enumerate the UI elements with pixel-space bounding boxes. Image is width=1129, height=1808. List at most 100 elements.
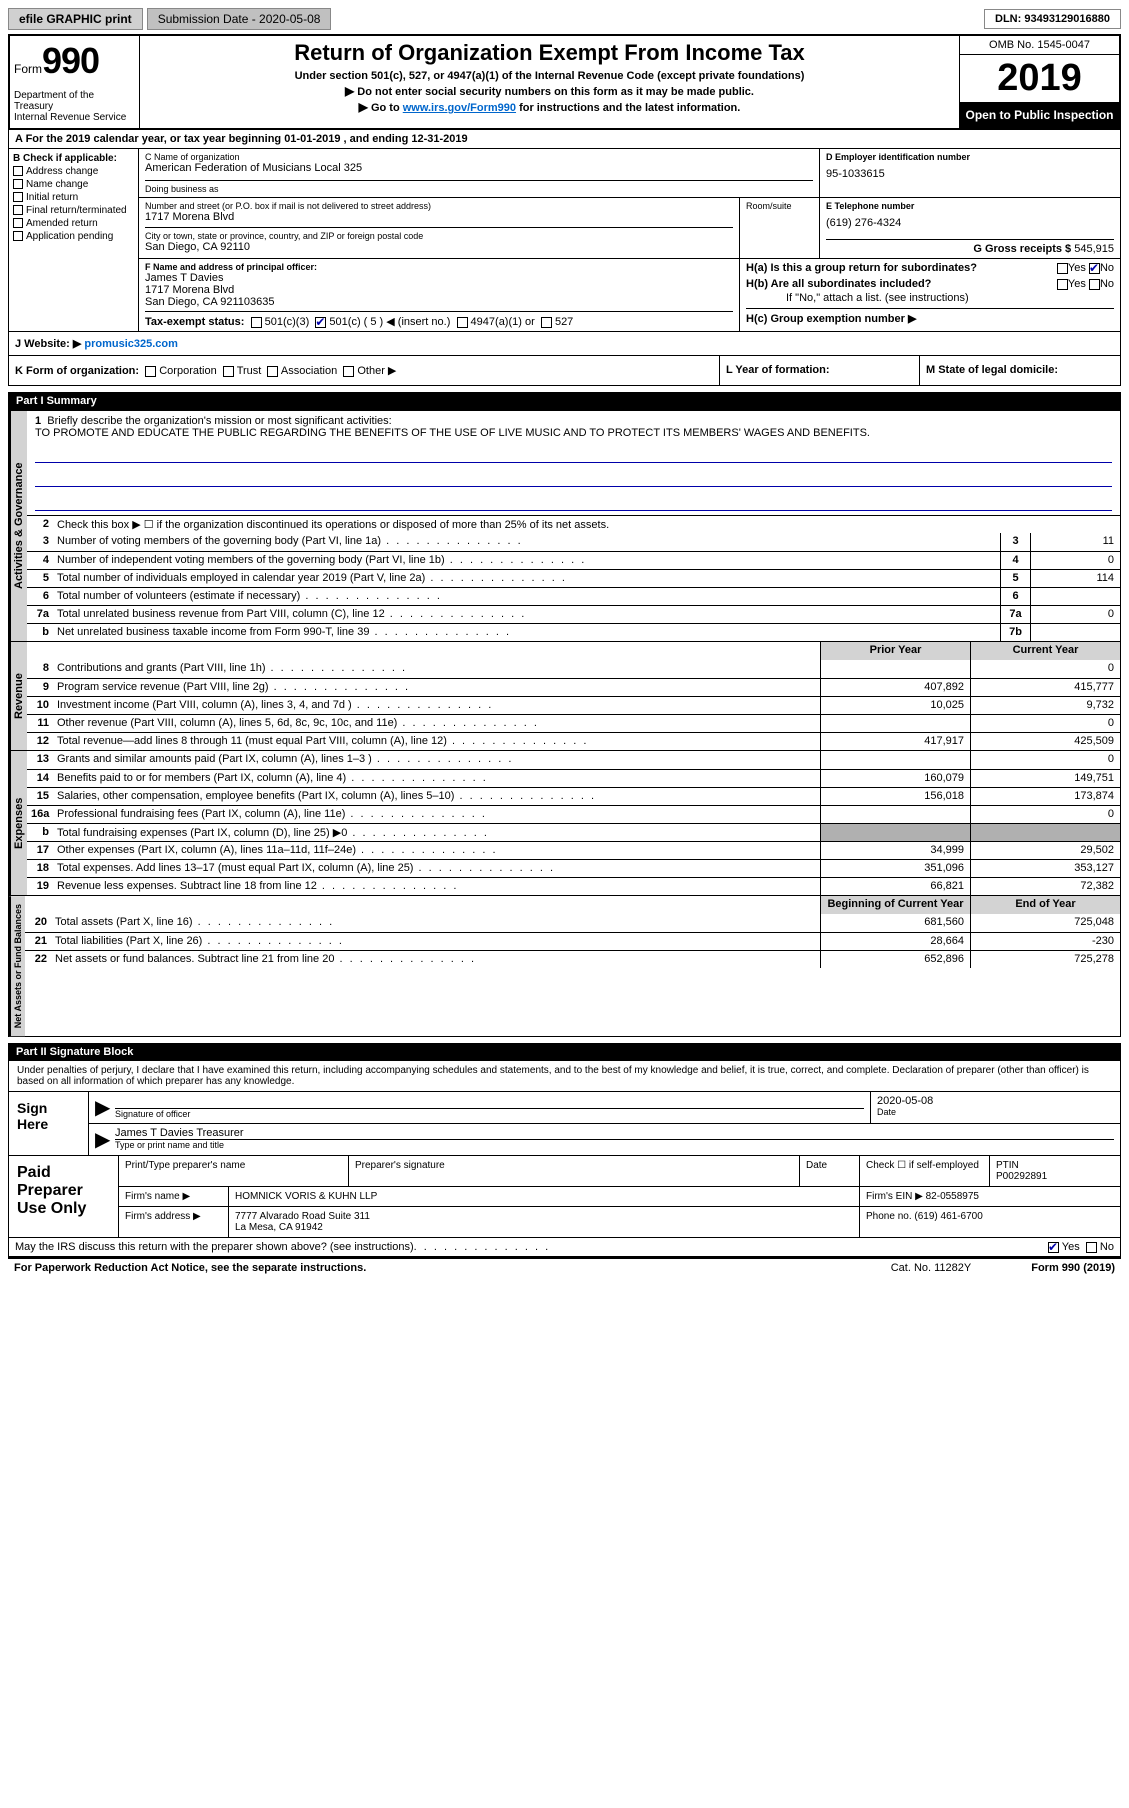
hb-note: If "No," attach a list. (see instruction… (746, 292, 1114, 304)
subtitle-2: ▶ Do not enter social security numbers o… (148, 84, 951, 98)
officer-name: James T Davies (145, 272, 733, 284)
vtab-expenses: Expenses (9, 751, 27, 895)
firm-ein: 82-0558975 (926, 1191, 979, 1202)
room-label: Room/suite (746, 201, 813, 211)
rev-row-11: 11Other revenue (Part VIII, column (A), … (27, 714, 1120, 732)
paid-preparer-label: Paid Preparer Use Only (9, 1156, 119, 1237)
form-org-2[interactable]: Association (261, 365, 337, 377)
firm-name-label: Firm's name ▶ (119, 1187, 229, 1206)
checkbox-name-change[interactable]: Name change (13, 179, 134, 190)
form-org-3[interactable]: Other ▶ (337, 365, 396, 377)
prep-name-label: Print/Type preparer's name (119, 1156, 349, 1186)
checkbox-initial-return[interactable]: Initial return (13, 192, 134, 203)
sign-here-label: Sign Here (9, 1092, 89, 1155)
paperwork-notice: For Paperwork Reduction Act Notice, see … (14, 1262, 366, 1274)
prep-date-label: Date (800, 1156, 860, 1186)
vtab-governance: Activities & Governance (9, 411, 27, 641)
col-current-year: Current Year (970, 642, 1120, 660)
checkbox-address-change[interactable]: Address change (13, 166, 134, 177)
net-row-20: 20Total assets (Part X, line 16)681,5607… (25, 914, 1120, 932)
discuss-no[interactable] (1086, 1242, 1097, 1253)
tax-exempt-label: Tax-exempt status: (145, 316, 244, 328)
col-begin-year: Beginning of Current Year (820, 896, 970, 914)
q2-label: Check this box ▶ ☐ if the organization d… (53, 516, 1120, 533)
rev-row-10: 10Investment income (Part VIII, column (… (27, 696, 1120, 714)
subtitle-1: Under section 501(c), 527, or 4947(a)(1)… (148, 70, 951, 82)
officer-addr2: San Diego, CA 921103635 (145, 296, 733, 308)
exp-row-14: 14Benefits paid to or for members (Part … (27, 769, 1120, 787)
discuss-yes[interactable] (1048, 1242, 1059, 1253)
tax-status-0[interactable]: 501(c)(3) (248, 316, 310, 328)
prep-sig-label: Preparer's signature (349, 1156, 800, 1186)
checkbox-final-return-terminated[interactable]: Final return/terminated (13, 205, 134, 216)
section-k: K Form of organization: Corporation Trus… (9, 356, 720, 385)
addr-label: Number and street (or P.O. box if mail i… (145, 201, 733, 211)
ptin-label: PTIN (996, 1160, 1019, 1171)
officer-printed-label: Type or print name and title (115, 1140, 1114, 1150)
officer-label: F Name and address of principal officer: (145, 262, 733, 272)
net-row-22: 22Net assets or fund balances. Subtract … (25, 950, 1120, 968)
firm-phone: (619) 461-6700 (914, 1211, 982, 1222)
state-domicile: M State of legal domicile: (926, 364, 1058, 376)
gov-row-4: 4Number of independent voting members of… (27, 551, 1120, 569)
form-org-0[interactable]: Corporation (142, 365, 217, 377)
firm-name: HOMNICK VORIS & KUHN LLP (229, 1187, 860, 1206)
checkbox-application-pending[interactable]: Application pending (13, 231, 134, 242)
ha-no[interactable] (1089, 263, 1100, 274)
officer-addr1: 1717 Morena Blvd (145, 284, 733, 296)
form-number: 990 (42, 40, 99, 81)
gov-row-b: bNet unrelated business taxable income f… (27, 623, 1120, 641)
officer-printed-name: James T Davies Treasurer (115, 1127, 1114, 1140)
exp-row-18: 18Total expenses. Add lines 13–17 (must … (27, 859, 1120, 877)
efile-button[interactable]: efile GRAPHIC print (8, 8, 143, 30)
q1-label: Briefly describe the organization's miss… (47, 415, 391, 427)
tax-status-3[interactable]: 527 (535, 316, 574, 328)
row-a: A For the 2019 calendar year, or tax yea… (8, 130, 1121, 149)
exp-row-17: 17Other expenses (Part IX, column (A), l… (27, 841, 1120, 859)
ha-label: H(a) Is this a group return for subordin… (746, 262, 977, 274)
dln: DLN: 93493129016880 (984, 9, 1121, 29)
hc-label: H(c) Group exemption number ▶ (746, 308, 1114, 325)
exp-row-13: 13Grants and similar amounts paid (Part … (27, 751, 1120, 769)
city-value: San Diego, CA 92110 (145, 241, 733, 253)
website-link[interactable]: promusic325.com (84, 338, 178, 350)
self-emp-check[interactable]: Check ☐ if self-employed (860, 1156, 990, 1186)
org-name: American Federation of Musicians Local 3… (145, 162, 813, 174)
firm-phone-label: Phone no. (866, 1211, 912, 1222)
ptin-value: P00292891 (996, 1171, 1047, 1182)
exp-row-19: 19Revenue less expenses. Subtract line 1… (27, 877, 1120, 895)
hb-no[interactable] (1089, 279, 1100, 290)
sig-date-label: Date (877, 1107, 1114, 1117)
cat-number: Cat. No. 11282Y (891, 1262, 972, 1274)
phone-label: E Telephone number (826, 201, 1114, 211)
part2-header: Part II Signature Block (8, 1043, 1121, 1061)
gov-row-7a: 7aTotal unrelated business revenue from … (27, 605, 1120, 623)
form-org-1[interactable]: Trust (217, 365, 262, 377)
firm-addr1: 7777 Alvarado Road Suite 311 (235, 1211, 370, 1222)
firm-ein-label: Firm's EIN ▶ (866, 1191, 923, 1202)
sig-date: 2020-05-08 (877, 1095, 1114, 1107)
addr-value: 1717 Morena Blvd (145, 211, 733, 223)
gov-row-6: 6Total number of volunteers (estimate if… (27, 587, 1120, 605)
ha-yes[interactable] (1057, 263, 1068, 274)
gross-label: G Gross receipts $ (973, 243, 1071, 255)
col-end-year: End of Year (970, 896, 1120, 914)
hb-yes[interactable] (1057, 279, 1068, 290)
page-title: Return of Organization Exempt From Incom… (148, 40, 951, 66)
firm-addr-label: Firm's address ▶ (119, 1207, 229, 1237)
department: Department of the Treasury Internal Reve… (14, 90, 135, 123)
tax-status-1[interactable]: 501(c) ( 5 ) ◀ (insert no.) (309, 316, 450, 328)
topbar: efile GRAPHIC print Submission Date - 20… (8, 8, 1121, 30)
sig-officer-label: Signature of officer (115, 1109, 864, 1119)
city-label: City or town, state or province, country… (145, 231, 733, 241)
ein-value: 95-1033615 (826, 168, 1114, 180)
form-prefix: Form (14, 62, 42, 76)
exp-row-b: bTotal fundraising expenses (Part IX, co… (27, 823, 1120, 841)
checkbox-amended-return[interactable]: Amended return (13, 218, 134, 229)
tax-status-2[interactable]: 4947(a)(1) or (450, 316, 534, 328)
section-b-header: B Check if applicable: (13, 153, 134, 164)
open-inspection: Open to Public Inspection (960, 102, 1119, 128)
irs-link[interactable]: www.irs.gov/Form990 (403, 102, 516, 114)
col-prior-year: Prior Year (820, 642, 970, 660)
rev-row-12: 12Total revenue—add lines 8 through 11 (… (27, 732, 1120, 750)
